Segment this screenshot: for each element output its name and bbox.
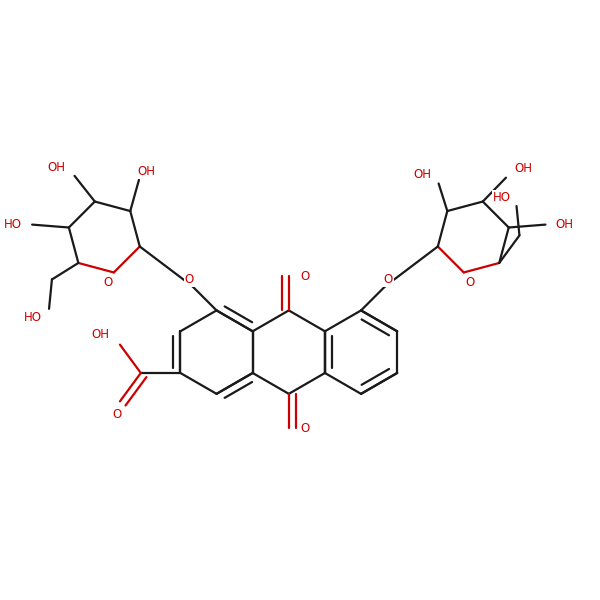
Text: O: O <box>383 273 393 286</box>
Text: OH: OH <box>137 164 155 178</box>
Text: OH: OH <box>515 163 533 175</box>
Text: O: O <box>185 273 194 286</box>
Text: O: O <box>112 407 122 421</box>
Text: OH: OH <box>556 218 574 231</box>
Text: O: O <box>465 277 474 289</box>
Text: OH: OH <box>92 328 110 341</box>
Text: HO: HO <box>493 191 511 204</box>
Text: HO: HO <box>24 311 42 324</box>
Text: OH: OH <box>48 161 66 173</box>
Text: O: O <box>301 270 310 283</box>
Text: O: O <box>103 277 113 289</box>
Text: O: O <box>301 422 310 434</box>
Text: HO: HO <box>4 218 22 231</box>
Text: OH: OH <box>413 169 431 181</box>
